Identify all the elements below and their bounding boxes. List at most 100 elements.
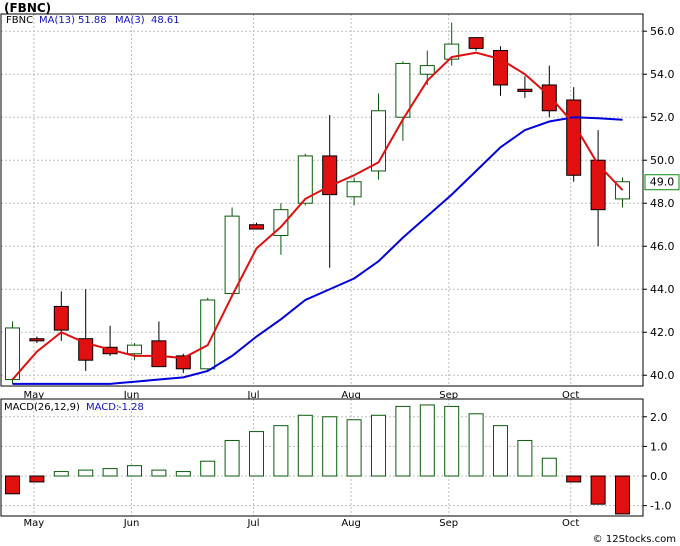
price-tick-label: 48.0 xyxy=(650,197,675,210)
macd-bar-positive xyxy=(175,471,191,477)
macd-bar-positive xyxy=(493,425,508,477)
ma13-line xyxy=(12,116,623,385)
macd-bar-negative xyxy=(29,475,45,483)
candle-down xyxy=(29,336,45,343)
legend-ticker: FBNC xyxy=(6,15,34,26)
candle-up xyxy=(127,342,142,361)
macd-tick-label: 2.0 xyxy=(650,411,668,424)
macd-tick-label: -1.0 xyxy=(650,500,671,513)
macd-bar-negative xyxy=(5,475,20,495)
price-tick-label: 42.0 xyxy=(650,326,675,339)
candle-body xyxy=(5,327,20,381)
macd-tick-label: 1.0 xyxy=(650,440,668,453)
macd-bar-positive xyxy=(395,405,411,477)
candle-body xyxy=(29,338,45,342)
candle-up xyxy=(297,153,313,206)
macd-bar-positive xyxy=(297,414,313,477)
macd-bar-positive xyxy=(541,457,557,477)
price-tick-label: 54.0 xyxy=(650,68,675,81)
legend-ma3-value: 48.61 xyxy=(151,15,180,26)
candle-body xyxy=(468,37,484,49)
candle-body xyxy=(493,50,508,86)
macd-bar-negative xyxy=(566,475,582,483)
macd-bar-positive xyxy=(200,460,216,477)
candle-up xyxy=(346,177,362,206)
macd-tick-label: 0.0 xyxy=(650,470,668,483)
price-tick-label: 44.0 xyxy=(650,283,675,296)
last-price-tag xyxy=(644,174,680,191)
price-x-tick-label: Jul xyxy=(246,390,259,401)
price-x-tick-label: Aug xyxy=(341,390,361,401)
candle-up xyxy=(395,61,411,141)
macd-panel: -1.0 0.0 1.0 2.0 May Jun Jul Aug Sep Oct xyxy=(0,398,671,529)
macd-bar-negative xyxy=(590,475,606,505)
macd-frame xyxy=(0,398,644,517)
candle-body xyxy=(346,181,362,198)
price-x-tick-label: Oct xyxy=(562,390,579,401)
macd-bar-positive xyxy=(224,439,240,477)
candle-body xyxy=(175,355,191,370)
candle-body xyxy=(541,84,557,112)
price-frame xyxy=(0,13,644,387)
candle-down xyxy=(53,291,69,341)
candle-body xyxy=(53,305,69,331)
macd-bar-positive xyxy=(151,469,167,477)
chart-title: (FBNC) xyxy=(4,1,52,15)
candle-body xyxy=(590,159,606,211)
price-tick-label: 46.0 xyxy=(650,240,675,253)
candle-body xyxy=(517,88,533,92)
macd-bar-positive xyxy=(249,431,264,477)
ma3-line xyxy=(11,51,624,381)
site-credit: © 12Stocks.com xyxy=(592,534,676,545)
candle-up xyxy=(224,207,240,296)
candle-body xyxy=(566,99,582,176)
macd-x-tick-label: Jul xyxy=(246,518,259,529)
macd-bar-positive xyxy=(102,468,118,477)
macd-bar-positive xyxy=(468,413,484,477)
macd-value: -1.28 xyxy=(118,402,144,413)
price-plot-area xyxy=(1,14,643,386)
price-panel: 40.0 42.0 44.0 46.0 48.0 50.0 52.0 54.0 56.0 May J… xyxy=(0,13,680,401)
candle-body xyxy=(200,299,216,370)
macd-params-label: MACD(26,12,9) xyxy=(4,402,80,413)
candle-down xyxy=(468,37,484,51)
last-price-label: 49.0 xyxy=(650,176,675,189)
price-x-tick-label: Jun xyxy=(123,390,140,401)
price-tick-label: 40.0 xyxy=(650,369,675,382)
candle-body xyxy=(127,344,142,355)
macd-bar-positive xyxy=(53,471,69,477)
macd-bar-positive xyxy=(371,414,386,477)
macd-x-tick-label: Oct xyxy=(562,518,579,529)
legend-ma3-label: MA(3) xyxy=(115,15,145,26)
candle-down xyxy=(566,87,582,182)
price-tick-label: 56.0 xyxy=(650,25,675,38)
candle-down xyxy=(175,353,191,374)
macd-x-tick-label: Aug xyxy=(341,518,361,529)
macd-label: MACD: xyxy=(86,402,120,413)
macd-bar-negative xyxy=(615,475,630,515)
candle-body xyxy=(224,215,240,295)
candle-down xyxy=(249,222,264,230)
legend-ma13-value: 51.88 xyxy=(78,15,107,26)
price-tick-label: 50.0 xyxy=(650,154,675,167)
candle-body xyxy=(395,62,411,118)
macd-bar-positive xyxy=(322,416,338,477)
macd-x-tick-label: Sep xyxy=(439,518,458,529)
candle-down xyxy=(517,76,533,98)
macd-plot-area xyxy=(1,399,643,516)
candle-up xyxy=(200,297,216,371)
macd-x-tick-label: May xyxy=(24,518,45,529)
candle-up xyxy=(419,50,435,85)
candle-body xyxy=(297,155,313,204)
macd-bar-positive xyxy=(273,425,289,477)
macd-bar-positive xyxy=(346,419,362,477)
price-tick-label: 52.0 xyxy=(650,111,675,124)
macd-bar-positive xyxy=(78,469,94,477)
price-x-tick-label: Sep xyxy=(439,390,458,401)
macd-bar-positive xyxy=(517,439,533,477)
candle-body xyxy=(151,340,167,368)
macd-bar-positive xyxy=(419,404,435,477)
candle-body xyxy=(249,224,264,230)
macd-bar-positive xyxy=(444,405,460,477)
